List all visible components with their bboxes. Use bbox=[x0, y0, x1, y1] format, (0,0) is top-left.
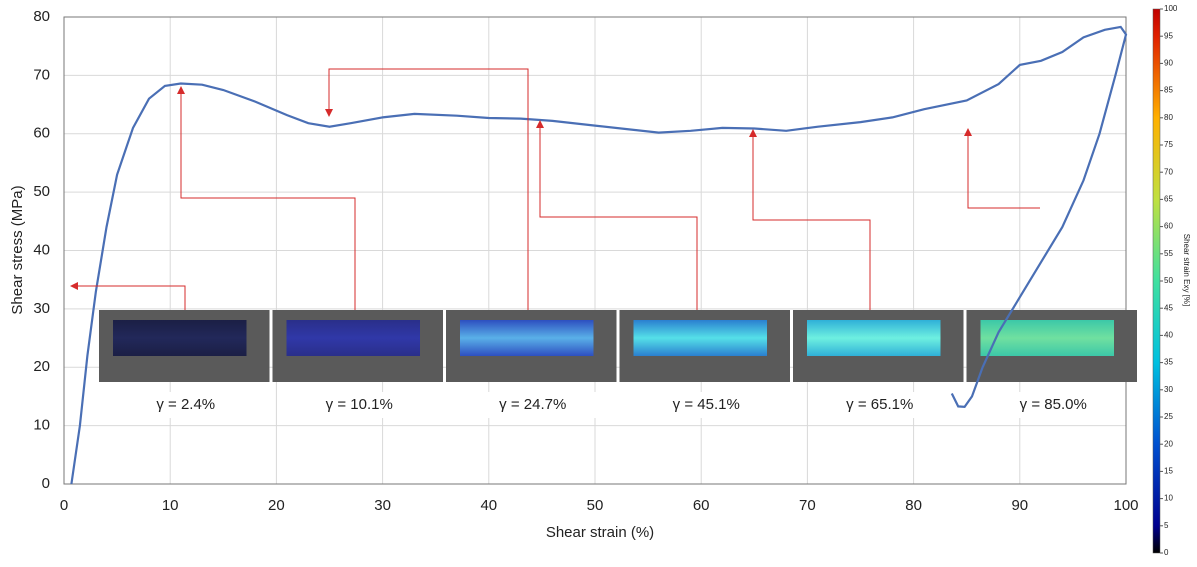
y-axis-label: Shear stress (MPa) bbox=[9, 185, 26, 314]
inset-label-bg bbox=[466, 392, 600, 418]
inset-label: γ = 65.1% bbox=[846, 396, 913, 413]
x-tick-label: 70 bbox=[799, 497, 816, 514]
x-tick-label: 20 bbox=[268, 497, 285, 514]
x-tick-label: 40 bbox=[480, 497, 497, 514]
colorbar-tick-label: 60 bbox=[1164, 222, 1173, 231]
y-tick-label: 50 bbox=[33, 183, 50, 200]
colorbar-tick-label: 45 bbox=[1164, 303, 1173, 312]
colorbar-label: Shear strain Exy [%] bbox=[1182, 234, 1191, 306]
colorbar-tick-label: 100 bbox=[1164, 4, 1178, 13]
x-tick-label: 60 bbox=[693, 497, 710, 514]
inset-label: γ = 45.1% bbox=[673, 396, 740, 413]
inset-specimen bbox=[807, 320, 941, 356]
colorbar-tick-label: 75 bbox=[1164, 140, 1173, 149]
arrow bbox=[177, 86, 356, 310]
x-tick-label: 90 bbox=[1011, 497, 1028, 514]
colorbar-tick-label: 30 bbox=[1164, 385, 1173, 394]
inset-specimen bbox=[460, 320, 594, 356]
colorbar bbox=[1152, 8, 1161, 554]
colorbar-tick-label: 80 bbox=[1164, 113, 1173, 122]
colorbar-tick-label: 20 bbox=[1164, 439, 1173, 448]
y-tick-label: 10 bbox=[33, 417, 50, 434]
y-tick-label: 40 bbox=[33, 241, 50, 258]
colorbar-tick-label: 15 bbox=[1164, 467, 1173, 476]
y-tick-label: 60 bbox=[33, 125, 50, 142]
inset-specimen bbox=[980, 320, 1114, 356]
colorbar-tick-label: 50 bbox=[1164, 276, 1173, 285]
colorbar-tick-label: 0 bbox=[1164, 548, 1169, 557]
colorbar-tick-label: 35 bbox=[1164, 358, 1173, 367]
arrow bbox=[70, 282, 186, 310]
colorbar-tick-label: 40 bbox=[1164, 331, 1173, 340]
y-tick-label: 30 bbox=[33, 300, 50, 317]
x-tick-label: 30 bbox=[374, 497, 391, 514]
inset-label: γ = 10.1% bbox=[326, 396, 393, 413]
plot-frame bbox=[63, 16, 1127, 485]
inset-label-bg bbox=[119, 392, 253, 418]
arrow bbox=[964, 128, 1040, 209]
inset-specimen bbox=[286, 320, 420, 356]
arrow bbox=[749, 129, 871, 310]
x-tick-label: 0 bbox=[60, 497, 68, 514]
inset-label: γ = 24.7% bbox=[499, 396, 566, 413]
colorbar-tick-label: 25 bbox=[1164, 412, 1173, 421]
annotation-arrows bbox=[70, 68, 1040, 310]
y-tick-label: 70 bbox=[33, 66, 50, 83]
inset-specimen bbox=[633, 320, 767, 356]
x-tick-label: 80 bbox=[905, 497, 922, 514]
inset-label-bg bbox=[639, 392, 773, 418]
colorbar-tick-label: 90 bbox=[1164, 59, 1173, 68]
colorbar-tick-label: 95 bbox=[1164, 31, 1173, 40]
colorbar-tick-label: 70 bbox=[1164, 167, 1173, 176]
inset-label-bg bbox=[986, 392, 1120, 418]
data-line bbox=[70, 25, 1128, 485]
inset-label-bg bbox=[292, 392, 426, 418]
x-tick-label: 100 bbox=[1113, 497, 1138, 514]
y-tick-label: 80 bbox=[33, 8, 50, 25]
inset-label-bg bbox=[813, 392, 947, 418]
inset-label: γ = 2.4% bbox=[156, 396, 215, 413]
y-tick-label: 20 bbox=[33, 358, 50, 375]
colorbar-tick-label: 10 bbox=[1164, 494, 1173, 503]
x-tick-label: 10 bbox=[162, 497, 179, 514]
colorbar-tick-label: 65 bbox=[1164, 195, 1173, 204]
inset-specimen bbox=[113, 320, 247, 356]
y-tick-label: 0 bbox=[42, 475, 50, 492]
inset-label: γ = 85.0% bbox=[1020, 396, 1087, 413]
insets: γ = 2.4% γ = 10.1% γ = 24.7% γ = 45.1% γ = 6… bbox=[99, 310, 1137, 418]
x-tick-label: 50 bbox=[587, 497, 604, 514]
arrow bbox=[325, 68, 529, 310]
colorbar-tick-label: 55 bbox=[1164, 249, 1173, 258]
colorbar-tick-label: 85 bbox=[1164, 86, 1173, 95]
x-axis-label: Shear strain (%) bbox=[546, 524, 654, 541]
arrow bbox=[536, 120, 698, 310]
colorbar-tick-label: 5 bbox=[1164, 521, 1169, 530]
